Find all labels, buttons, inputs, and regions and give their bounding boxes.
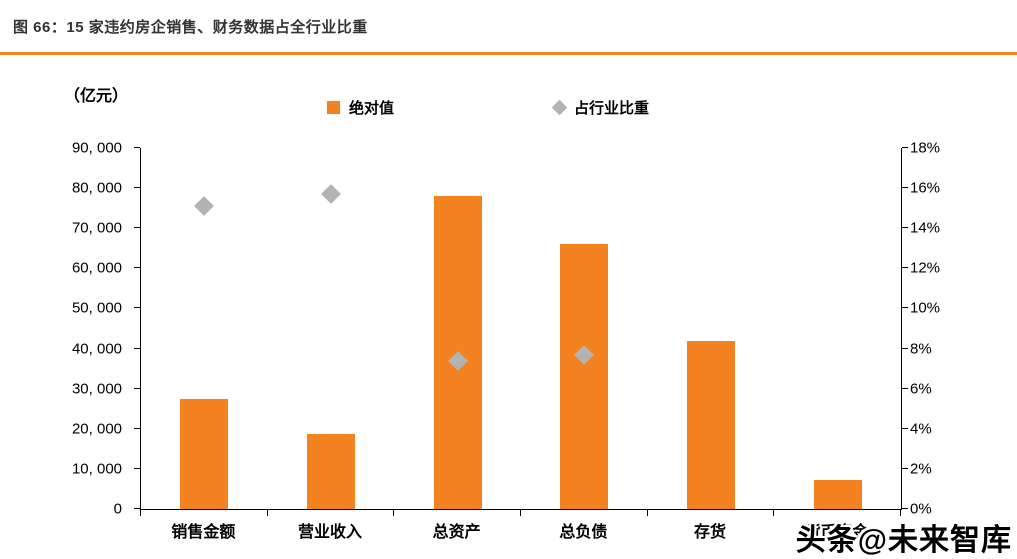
right-axis-tickmark [902, 267, 908, 269]
x-axis-tickmark [393, 510, 395, 516]
right-axis-tick-label: 4% [910, 420, 932, 438]
left-axis-tick-label: 70, 000 [71, 219, 122, 237]
figure-title: 图 66：15 家违约房企销售、财务数据占全行业比重 [13, 19, 368, 36]
right-axis-tick-label: 18% [910, 139, 941, 157]
left-axis-tick-label: 30, 000 [71, 380, 122, 398]
x-axis-tickmark [266, 510, 268, 516]
ratio-diamond-icon [321, 184, 341, 205]
left-axis-tickmark [134, 387, 140, 389]
right-axis-tickmark [902, 227, 908, 229]
left-axis-tickmark [134, 147, 140, 148]
left-axis-tick-label: 50, 000 [71, 299, 122, 317]
left-axis: 0 10, 000 20, 000 30, 000 40, 000 50, 000 60, … [0, 141, 130, 517]
left-axis-tickmark [134, 227, 140, 229]
bar-series-square-icon [327, 101, 340, 114]
right-axis-tick-label: 8% [910, 340, 932, 358]
left-axis-tick-label: 20, 000 [71, 420, 122, 438]
right-axis-tick-label: 10% [910, 299, 941, 317]
bar [180, 398, 229, 509]
x-axis-label: 销售金额 [171, 524, 236, 541]
left-axis-tickmark [134, 347, 140, 349]
left-axis-tick-label: 90, 000 [71, 139, 122, 157]
left-axis-tickmark [134, 187, 140, 189]
right-axis-tick-label: 0% [910, 500, 932, 518]
left-axis-tick-label: 80, 000 [71, 179, 122, 197]
x-axis-tickmark [140, 510, 141, 516]
left-axis-tickmark [134, 267, 140, 269]
x-axis-label: 总资产 [432, 524, 481, 541]
bar [307, 434, 355, 509]
right-axis-tickmark [902, 508, 908, 509]
left-axis-tickmark [134, 508, 140, 509]
legend-label-absolute: 绝对值 [349, 100, 395, 117]
left-axis-tick-label: 60, 000 [71, 259, 122, 277]
left-axis-tickmark [134, 307, 140, 309]
x-axis-label: 总负债 [559, 524, 608, 541]
right-axis-tickmark [902, 467, 908, 469]
ratio-diamond-icon [194, 196, 215, 217]
right-axis-tickmark [902, 427, 908, 429]
header-rule [0, 52, 1017, 55]
x-axis-tickmark [773, 510, 775, 516]
right-axis-tickmark [902, 147, 908, 148]
x-axis-tickmark [520, 510, 521, 516]
bar [560, 244, 609, 509]
x-axis-label: 货币资金 [804, 524, 869, 541]
right-axis-tick-label: 16% [910, 179, 941, 197]
legend-label-ratio: 占行业比重 [574, 100, 650, 117]
x-axis-tickmark [646, 510, 648, 516]
right-axis-tickmark [902, 387, 908, 389]
plot-area [134, 147, 908, 516]
bar [687, 340, 735, 509]
right-axis-tick-label: 12% [910, 259, 941, 277]
left-axis-tickmark [134, 467, 140, 469]
left-axis-tick-label: 40, 000 [71, 340, 122, 358]
watermark: 头条@未来智库 [795, 524, 1012, 557]
right-axis-tickmark [902, 347, 908, 349]
right-axis-tick-label: 14% [910, 219, 941, 237]
x-axis-label: 营业收入 [297, 524, 363, 541]
x-axis-tickmark [900, 510, 901, 516]
legend: 绝对值 占行业比重 [327, 97, 649, 118]
right-axis-tickmark [902, 307, 908, 309]
legend-item-absolute: 绝对值 [327, 97, 394, 118]
left-axis-tick-label: 0 [113, 500, 122, 518]
ratio-series-diamond-icon [551, 99, 568, 116]
right-axis: 0% 2% 4% 6% 8% 10% 12% 14% 16% 18% [902, 141, 972, 517]
left-axis-tickmark [134, 427, 140, 429]
left-axis-unit-label: （亿元） [64, 88, 129, 105]
x-axis-label: 存货 [693, 524, 727, 541]
right-axis-tick-label: 2% [910, 460, 932, 478]
right-axis-tick-label: 6% [910, 380, 932, 398]
left-axis-tick-label: 10, 000 [71, 460, 122, 478]
bar [813, 480, 862, 509]
x-axis: 销售金额 营业收入 总资产 总负债 存货 货币资金 [140, 518, 900, 546]
legend-item-ratio: 占行业比重 [551, 97, 650, 118]
right-axis-tickmark [902, 187, 908, 189]
